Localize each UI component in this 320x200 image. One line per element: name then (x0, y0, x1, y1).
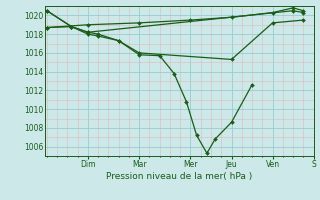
X-axis label: Pression niveau de la mer( hPa ): Pression niveau de la mer( hPa ) (106, 172, 252, 181)
